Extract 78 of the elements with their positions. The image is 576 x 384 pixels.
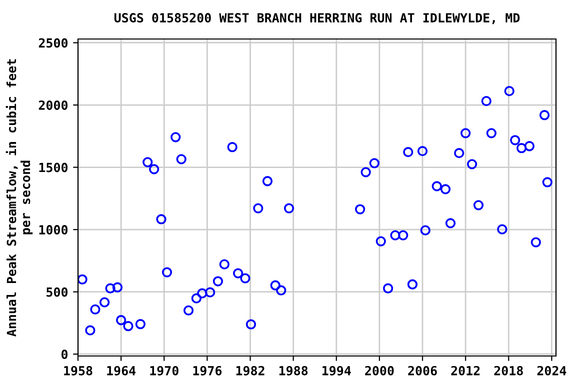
point [78, 274, 88, 284]
point [142, 157, 153, 168]
point [542, 177, 552, 188]
point [376, 236, 386, 246]
point [99, 297, 110, 308]
point [232, 268, 244, 278]
x-tick-label: 2012 [451, 366, 480, 376]
point [524, 141, 535, 152]
point [510, 135, 520, 146]
point [417, 146, 428, 156]
point [284, 203, 294, 214]
point [276, 285, 286, 296]
chart-title: USGS 01585200 WEST BRANCH HERRING RUN AT IDLEWYLDE, MD [114, 13, 520, 24]
point [486, 128, 496, 138]
point [398, 230, 408, 240]
point [156, 214, 166, 224]
point [253, 203, 264, 214]
x-tick-label: 2024 [537, 366, 566, 376]
point [497, 224, 508, 234]
point [466, 159, 478, 170]
y-tick-label: 1000 [39, 225, 68, 234]
point [420, 225, 430, 236]
point [382, 283, 394, 294]
point [473, 200, 484, 210]
x-tick-label: 1970 [150, 366, 178, 376]
point [204, 287, 216, 298]
x-tick-label: 1994 [322, 366, 351, 376]
x-tick-label: 1982 [236, 366, 264, 376]
x-tick-label: 1964 [107, 366, 136, 376]
point [227, 142, 238, 152]
point [191, 293, 202, 304]
point [407, 279, 418, 290]
y-tick-label: 2000 [38, 100, 68, 110]
y-tick-label: 500 [46, 287, 68, 297]
point [246, 319, 256, 330]
point [445, 218, 456, 228]
point [481, 96, 492, 106]
point [432, 181, 442, 192]
x-tick-label: 1958 [64, 366, 92, 376]
x-tick-label: 1988 [279, 366, 308, 376]
x-tick-label: 2018 [494, 366, 523, 376]
point [240, 273, 250, 284]
point [85, 325, 96, 336]
point [123, 321, 134, 332]
point [530, 237, 541, 248]
x-tick-label: 2006 [408, 366, 437, 376]
point [390, 230, 400, 240]
point [116, 315, 126, 326]
point [135, 319, 146, 330]
point [176, 154, 186, 164]
point [354, 204, 366, 214]
point [212, 276, 224, 286]
y-tick-label: 1500 [39, 162, 68, 172]
point [539, 110, 550, 120]
point [360, 167, 371, 178]
point [440, 184, 451, 194]
x-tick-label: 1976 [193, 366, 222, 376]
point [90, 304, 100, 314]
point [162, 267, 172, 278]
point [149, 164, 160, 174]
point [369, 158, 380, 168]
point [219, 259, 230, 270]
point [197, 288, 208, 298]
point [454, 148, 464, 158]
y-axis-title: Annual Peak Streamflow, in cubic feet per second [6, 59, 33, 337]
point [270, 280, 280, 290]
point [262, 176, 273, 186]
point [183, 305, 194, 316]
point [112, 282, 123, 292]
point [105, 283, 116, 294]
point [504, 86, 514, 96]
point [170, 132, 181, 142]
point [516, 143, 527, 154]
y-tick-label: 0 [62, 350, 68, 360]
x-tick-label: 2000 [365, 366, 394, 376]
point [460, 128, 471, 138]
y-tick-label: 2500 [38, 38, 68, 48]
point [403, 147, 414, 158]
